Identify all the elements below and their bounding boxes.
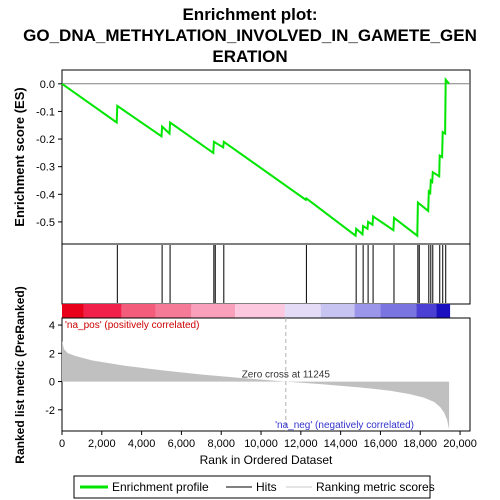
x-tick-label: 12,000 <box>284 438 318 450</box>
x-tick-label: 4,000 <box>128 438 156 450</box>
ranked-y-tick-label: -2 <box>45 405 55 417</box>
color-bar-segment <box>235 304 285 318</box>
x-axis-label: Rank in Ordered Dataset <box>200 453 333 467</box>
positive-correlation-label: 'na_pos' (positively correlated) <box>65 320 199 331</box>
color-bar-segment <box>121 304 156 318</box>
legend-ranking-label: Ranking metric scores <box>316 480 435 494</box>
es-y-tick-label: -0.5 <box>36 217 55 229</box>
es-y-axis: 0.0 -0.1 -0.2 -0.3 -0.4 -0.5 <box>36 79 62 229</box>
color-bar-segment <box>155 304 192 318</box>
ranked-y-tick-label: 4 <box>49 320 55 332</box>
rank-color-bar <box>62 304 451 318</box>
legend-enrichment-label: Enrichment profile <box>112 480 209 494</box>
color-bar-segment <box>62 304 84 318</box>
chart-title-line-1: Enrichment plot: <box>182 5 317 24</box>
color-bar-segment <box>380 304 417 318</box>
chart-title-line-2: GO_DNA_METHYLATION_INVOLVED_IN_GAMETE_GE… <box>23 26 477 45</box>
color-bar-segment <box>320 304 355 318</box>
color-bar-segment <box>416 304 437 318</box>
x-tick-label: 14,000 <box>324 438 358 450</box>
chart-title-line-3: ERATION <box>212 47 287 66</box>
es-y-tick-label: 0.0 <box>40 79 55 91</box>
color-bar-segment <box>284 304 321 318</box>
x-tick-label: 20,000 <box>443 438 477 450</box>
es-panel-frame <box>61 69 471 245</box>
hits-marks <box>116 245 447 303</box>
color-bar-segment <box>191 304 236 318</box>
x-tick-label: 6,000 <box>168 438 196 450</box>
ranking-metric-area <box>62 340 450 430</box>
zero-cross-label: Zero cross at 11245 <box>242 370 331 381</box>
x-tick-label: 0 <box>59 438 65 450</box>
es-y-axis-label: Enrichment score (ES) <box>12 87 27 226</box>
x-tick-label: 8,000 <box>207 438 235 450</box>
es-y-tick-label: -0.2 <box>36 134 55 146</box>
es-y-tick-label: -0.4 <box>36 189 55 201</box>
x-axis: 0 2,000 4,000 6,000 8,000 10,000 12,000 14,000 1… <box>59 431 477 450</box>
hits-panel-frame <box>61 243 471 305</box>
es-y-tick-label: -0.1 <box>36 106 55 118</box>
legend-hits-label: Hits <box>256 480 277 494</box>
ranked-y-tick-label: 0 <box>49 377 55 389</box>
color-bar-segment <box>354 304 381 318</box>
x-tick-label: 16,000 <box>364 438 398 450</box>
x-tick-label: 18,000 <box>403 438 437 450</box>
color-bar-segment <box>83 304 122 318</box>
ranked-y-tick-label: 2 <box>49 348 55 360</box>
enrichment-profile-line <box>61 76 450 238</box>
x-tick-label: 2,000 <box>88 438 116 450</box>
ranked-y-axis: 4 2 0 -2 <box>45 320 62 417</box>
negative-correlation-label: 'na_neg' (negatively correlated) <box>275 420 414 431</box>
ranked-y-axis-label: Ranked list metric (PreRanked) <box>13 286 27 463</box>
es-y-tick-label: -0.3 <box>36 162 55 174</box>
x-tick-label: 10,000 <box>244 438 278 450</box>
color-bar-segment <box>436 304 451 318</box>
